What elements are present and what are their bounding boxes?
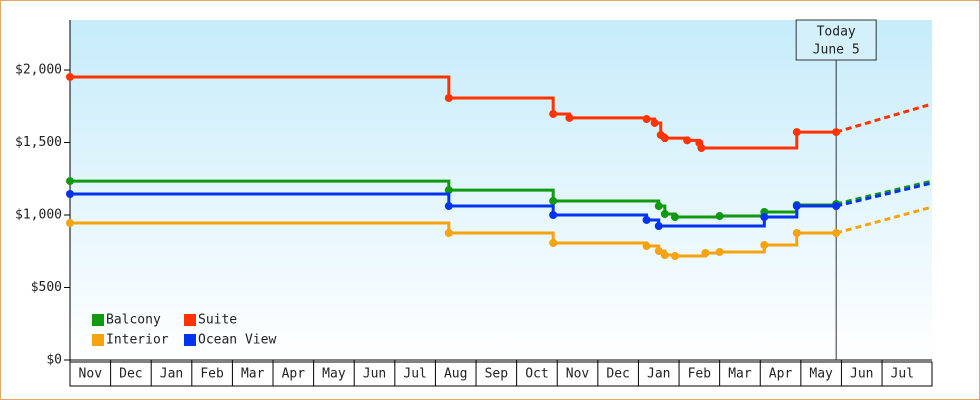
- x-tick-label: Dec: [119, 367, 142, 382]
- point: [654, 202, 663, 211]
- point: [654, 222, 663, 231]
- point: [715, 212, 724, 221]
- point: [66, 189, 74, 198]
- x-tick-label: Nov: [566, 367, 590, 382]
- point: [642, 242, 651, 251]
- x-tick-label: May: [322, 367, 346, 382]
- point: [66, 218, 74, 227]
- forecast-line: [835, 102, 933, 134]
- x-tick-label: Mar: [728, 367, 752, 382]
- today-box: [795, 19, 877, 61]
- x-tick-label: Mar: [241, 367, 265, 382]
- y-tick-label: $500: [31, 280, 62, 295]
- point: [642, 215, 651, 224]
- y-tick-label: $1,500: [15, 135, 62, 150]
- point: [642, 115, 651, 124]
- x-tick-label: Dec: [606, 367, 629, 382]
- forecast-line: [835, 181, 933, 208]
- x-tick-label: Feb: [200, 367, 224, 382]
- point: [670, 213, 679, 222]
- point: [66, 177, 74, 186]
- point: [792, 228, 801, 237]
- point: [444, 202, 453, 211]
- x-tick-label: Jul: [891, 367, 914, 382]
- point: [549, 109, 558, 118]
- x-tick-label: Aug: [444, 367, 467, 382]
- x-tick-label: Apr: [282, 367, 306, 382]
- y-tick-label: $0: [46, 353, 62, 368]
- point: [549, 238, 558, 247]
- series-line: [70, 192, 837, 228]
- legend-swatch: [92, 314, 104, 326]
- point: [444, 228, 453, 237]
- point: [549, 196, 558, 205]
- x-tick-label: Jul: [403, 367, 426, 382]
- point: [701, 248, 710, 257]
- today-label: Today: [817, 25, 856, 40]
- legend-label: Balcony: [106, 313, 161, 328]
- x-tick-label: Sep: [485, 367, 509, 382]
- x-tick-label: Feb: [688, 367, 712, 382]
- point: [650, 118, 659, 127]
- point: [760, 213, 769, 222]
- y-tick-label: $1,000: [15, 208, 62, 223]
- x-tick-label: Jan: [647, 367, 670, 382]
- forecast-line: [835, 179, 933, 206]
- legend-swatch: [184, 334, 196, 346]
- x-tick-label: Apr: [769, 367, 793, 382]
- point: [670, 252, 679, 261]
- legend-swatch: [184, 314, 196, 326]
- point: [660, 134, 669, 143]
- point: [654, 246, 663, 255]
- legend-swatch: [92, 334, 104, 346]
- point: [444, 186, 453, 195]
- legend-label: Ocean View: [198, 333, 276, 348]
- today-label: June 5: [813, 43, 860, 58]
- point: [549, 211, 558, 220]
- point: [660, 251, 669, 260]
- legend-label: Suite: [198, 313, 237, 328]
- y-tick-label: $2,000: [15, 63, 62, 78]
- point: [660, 209, 669, 218]
- point: [66, 72, 74, 81]
- x-tick-label: Nov: [79, 367, 103, 382]
- point: [565, 113, 574, 122]
- forecast-line: [835, 205, 933, 235]
- x-tick-label: Jun: [363, 367, 386, 382]
- point: [715, 247, 724, 256]
- point: [792, 128, 801, 137]
- point: [792, 202, 801, 211]
- x-tick-label: May: [809, 367, 833, 382]
- x-tick-label: Jun: [850, 367, 873, 382]
- point: [444, 94, 453, 103]
- x-tick-label: Jan: [160, 367, 183, 382]
- point: [697, 144, 706, 153]
- point: [760, 241, 769, 250]
- point: [683, 136, 692, 145]
- legend-label: Interior: [106, 333, 169, 348]
- x-tick-label: Oct: [525, 367, 548, 382]
